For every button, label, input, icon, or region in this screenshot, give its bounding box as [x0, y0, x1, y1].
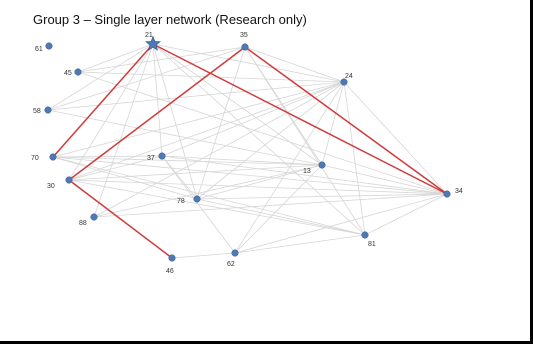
node-label-61: 61 — [35, 46, 43, 53]
edge-13-88 — [93, 164, 323, 218]
edge-35-78 — [196, 46, 246, 200]
edge-24-58 — [47, 81, 345, 111]
edge-24-70 — [52, 81, 345, 158]
node-24 — [340, 78, 348, 86]
node-label-13: 13 — [303, 168, 311, 175]
node-88 — [90, 213, 98, 221]
highlight-edges-layer — [52, 43, 448, 259]
edge-34-62 — [234, 193, 448, 254]
node-label-46: 46 — [166, 268, 174, 275]
edge-24-62 — [234, 81, 345, 254]
node-label-45: 45 — [64, 70, 72, 77]
node-label-78: 78 — [177, 198, 185, 205]
edge-21-24 — [152, 43, 345, 83]
edge-58-13 — [47, 109, 323, 166]
node-label-34: 34 — [455, 188, 463, 195]
edge-37-62 — [161, 155, 236, 254]
edge-34-81 — [364, 193, 448, 236]
edge-24-45 — [77, 71, 345, 83]
edge-13-78 — [196, 164, 323, 200]
edge-24-30 — [68, 81, 345, 181]
edge-24-13 — [321, 81, 345, 166]
node-45 — [74, 68, 82, 76]
edge-35-45 — [77, 46, 246, 73]
edge-24-81 — [343, 81, 366, 236]
edge-70-34 — [52, 156, 448, 195]
node-label-81: 81 — [368, 241, 376, 248]
edge-21-30 — [68, 43, 154, 181]
highlight-edge-35-34 — [244, 46, 448, 195]
node-label-37: 37 — [147, 155, 155, 162]
node-81 — [361, 231, 369, 239]
node-13 — [318, 161, 326, 169]
edge-34-78 — [196, 193, 448, 200]
node-label-88: 88 — [79, 220, 87, 227]
node-78 — [193, 195, 201, 203]
edge-35-81 — [244, 46, 366, 236]
edge-24-78 — [196, 81, 345, 200]
edge-30-37 — [68, 155, 163, 181]
node-label-30: 30 — [47, 183, 55, 190]
edges-layer — [47, 43, 448, 259]
edge-62-81 — [234, 234, 366, 254]
node-35 — [241, 43, 249, 51]
edge-70-37 — [52, 155, 163, 158]
edge-21-58 — [47, 43, 154, 111]
highlight-edge-35-30 — [68, 46, 246, 181]
edge-24-37 — [161, 81, 345, 157]
highlight-edge-21-70 — [52, 43, 154, 158]
node-label-35: 35 — [240, 32, 248, 39]
edge-30-34 — [68, 179, 448, 195]
edge-35-58 — [47, 46, 246, 111]
edge-35-24 — [244, 46, 345, 83]
edge-30-13 — [68, 164, 323, 181]
node-34 — [443, 190, 451, 198]
edge-62-46 — [171, 252, 236, 259]
node-label-24: 24 — [345, 73, 353, 80]
edge-24-88 — [93, 81, 345, 218]
node-46 — [168, 254, 176, 262]
edge-21-13 — [152, 43, 323, 166]
node-label-62: 62 — [227, 261, 235, 268]
node-label-21: 21 — [145, 32, 153, 39]
edge-13-34 — [321, 164, 448, 195]
edge-21-45 — [77, 43, 154, 73]
node-70 — [49, 153, 57, 161]
node-21-star-icon — [145, 35, 161, 51]
labels-layer: 61 21 35 45 24 58 70 37 13 30 34 78 88 81 62 46 — [31, 32, 463, 275]
edge-24-34 — [343, 81, 448, 195]
node-label-58: 58 — [33, 108, 41, 115]
node-62 — [231, 249, 239, 257]
edge-30-81 — [68, 179, 366, 236]
edge-37-13 — [161, 155, 323, 166]
nodes-layer — [44, 35, 451, 262]
node-37 — [158, 152, 166, 160]
edge-13-62 — [234, 164, 323, 254]
edge-21-88 — [93, 43, 154, 218]
highlight-edge-21-34 — [152, 43, 448, 195]
edge-37-34 — [161, 155, 448, 195]
edge-81-78 — [196, 198, 366, 236]
node-label-70: 70 — [31, 155, 39, 162]
edge-34-88 — [93, 193, 448, 218]
edge-45-34 — [77, 71, 448, 195]
node-30 — [65, 176, 73, 184]
figure-title: Group 3 – Single layer network (Research… — [33, 12, 307, 27]
edge-37-78 — [161, 155, 198, 200]
highlight-edge-30-46 — [68, 179, 173, 259]
node-58 — [44, 106, 52, 114]
node-61 — [45, 42, 53, 50]
edge-70-78 — [52, 156, 198, 200]
